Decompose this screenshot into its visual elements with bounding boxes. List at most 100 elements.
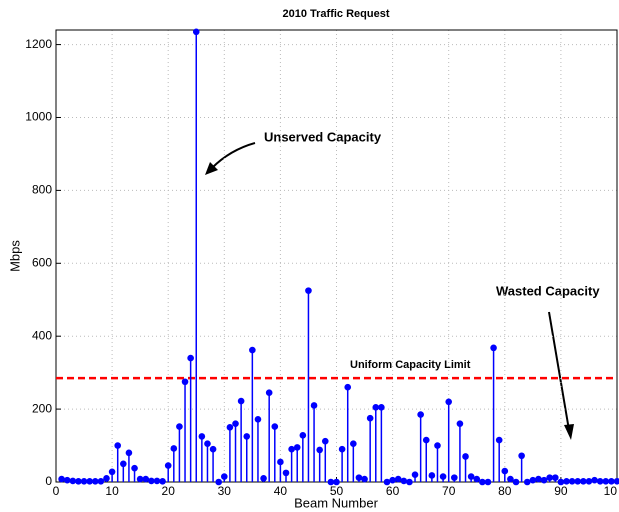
stem-marker [394,475,402,483]
y-tick-label: 600 [32,255,52,269]
stem-marker [501,467,509,475]
stem-marker [439,473,447,480]
stem-marker [378,403,385,411]
y-tick-label: 1200 [25,37,52,51]
annotation-arrow [548,311,570,431]
stem-marker [451,474,458,481]
stem-marker [366,414,374,422]
stem-marker [114,442,122,449]
stem-marker [58,475,65,483]
stem-marker [512,478,520,486]
annotation-arrow [211,142,256,169]
stem-marker [125,449,133,457]
stem-marker [75,477,82,485]
stem-marker [265,389,273,396]
x-tick-label: 80 [498,484,512,498]
stem-marker [310,402,318,409]
x-tick-label: 50 [330,484,344,498]
stem-marker [187,354,194,362]
stem-marker [209,445,217,453]
stem-marker [518,452,525,460]
stem-marker [411,471,419,479]
stem-marker [574,477,582,485]
chart-title: 2010 Traffic Request [283,8,390,20]
y-tick-label: 1000 [25,110,52,124]
stem-marker [181,378,189,386]
x-tick-label: 0 [53,484,60,498]
stem-marker [86,477,93,485]
stem-marker [159,477,166,485]
stem-marker [608,477,615,485]
stem-marker [131,464,138,472]
stem-marker [563,477,570,485]
stem-marker [523,478,531,486]
stem-marker [355,474,363,481]
stem-marker [282,469,290,477]
stem-marker [507,475,514,483]
stem-marker [596,477,604,485]
stem-marker [136,475,144,483]
stem-marker [327,478,335,486]
stem-marker [215,478,222,486]
stem-marker [535,475,542,483]
y-tick-label: 200 [32,401,52,415]
x-tick-label: 90 [554,484,568,498]
stem-marker [473,475,481,483]
stem-marker [467,473,475,480]
annotation: Wasted Capacity [496,283,600,298]
stem-marker [321,437,329,445]
stem-marker [333,478,340,486]
stem-marker [580,477,587,485]
stem-marker [462,453,469,460]
stem-marker [97,477,105,485]
y-tick-label: 400 [32,328,52,342]
x-tick-label: 70 [442,484,456,498]
stem-marker [271,423,279,430]
stem-marker [192,28,200,36]
stem-marker [164,462,172,469]
stem-marker [479,478,486,486]
stem-marker [69,477,77,485]
stem-marker [338,445,346,453]
stem-marker [277,458,284,466]
stem-marker [389,476,396,484]
x-tick-label: 30 [218,484,232,498]
stem-marker [400,477,408,485]
x-tick-label: 10 [604,484,618,498]
y-axis-label: Mbps [7,240,22,272]
stem-marker [546,474,553,481]
stem-marker [316,446,323,454]
stem-marker [293,444,301,451]
y-tick-label: 0 [45,474,52,488]
stem-marker [91,477,99,485]
stem-marker [557,478,565,486]
stem-marker [585,477,593,485]
stem-marker [434,442,441,449]
stem-marker [350,440,357,448]
stem-marker [540,476,548,484]
stem-marker [361,475,368,483]
stem-marker [417,411,424,418]
stem-marker [529,476,537,484]
stem-marker [153,477,161,485]
stem-marker [170,445,178,452]
y-tick-label: 800 [32,183,52,197]
stem-marker [445,398,453,406]
stem-marker [221,473,228,480]
stem-marker [176,423,183,430]
stem-marker [80,477,88,485]
stem-marker [305,287,312,294]
stem-marker [148,477,155,485]
stem-marker [602,477,610,485]
stem-marker [428,472,436,479]
x-tick-label: 60 [386,484,400,498]
stem-marker [490,344,497,352]
x-axis-label: Beam Number [294,495,378,510]
annotation: Unserved Capacity [264,129,382,144]
stem-marker [237,397,245,405]
stem-marker [226,424,234,431]
x-tick-label: 20 [162,484,176,498]
stem-marker [344,383,352,391]
stem-marker [63,476,71,484]
